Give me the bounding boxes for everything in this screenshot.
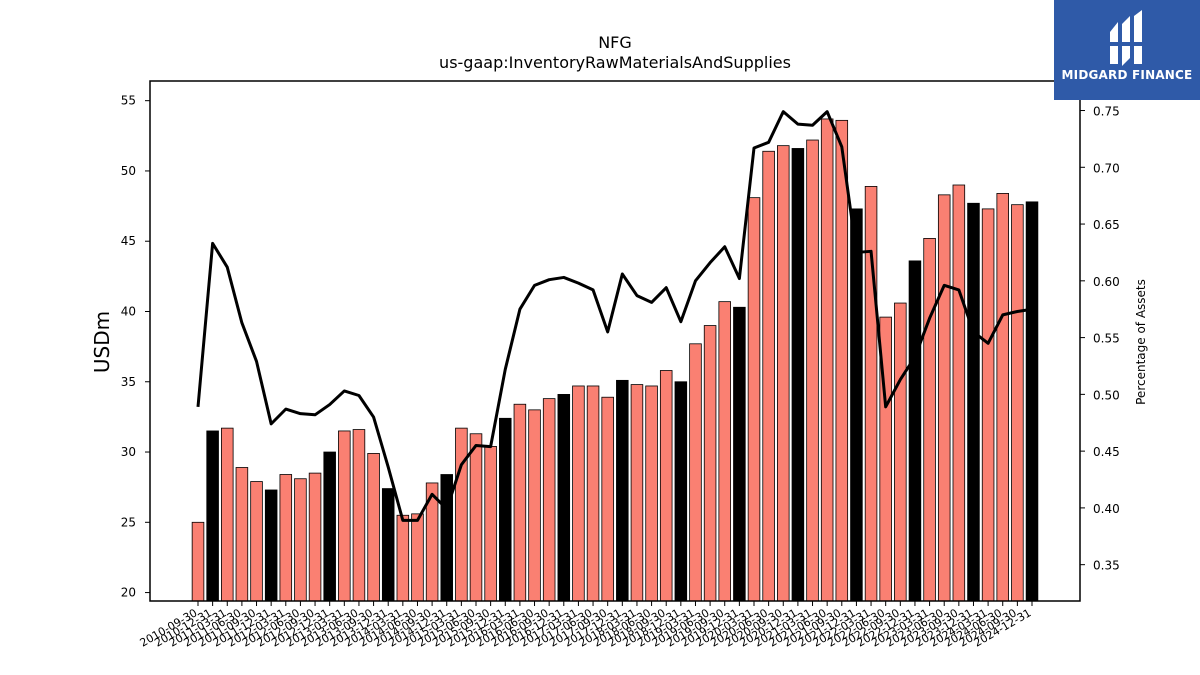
bar-2013-12-31 bbox=[381, 488, 395, 602]
bar-2019-03-31 bbox=[689, 343, 702, 602]
bar-2023-09-30 bbox=[952, 184, 966, 602]
bar-2017-06-30 bbox=[586, 385, 600, 602]
bar-2015-03-31 bbox=[455, 427, 468, 602]
bar-2019-09-30 bbox=[718, 301, 731, 602]
y2-tick-label: 0.70 bbox=[1093, 161, 1120, 175]
bar-2017-12-31 bbox=[616, 379, 629, 602]
bar-2020-06-30 bbox=[762, 150, 775, 602]
bar-2019-12-31 bbox=[733, 306, 746, 602]
bar-2011-09-30 bbox=[250, 481, 263, 602]
bar-2016-12-31 bbox=[557, 394, 571, 602]
y-tick-label: 30 bbox=[121, 445, 136, 459]
y2-tick-label: 0.65 bbox=[1093, 218, 1120, 232]
bar-2012-06-30 bbox=[294, 478, 307, 602]
y2-axis-label: Percentage of Assets bbox=[1134, 279, 1148, 405]
y-tick-label: 50 bbox=[121, 164, 136, 178]
bar-2022-09-30 bbox=[894, 302, 907, 602]
bar-2024-03-31 bbox=[981, 208, 995, 602]
bar-2024-09-30 bbox=[1011, 204, 1024, 602]
bar-series bbox=[191, 118, 1039, 602]
y-tick-label: 55 bbox=[121, 94, 136, 108]
bar-2011-03-31 bbox=[221, 427, 234, 602]
bar-2012-03-31 bbox=[279, 474, 293, 602]
bar-2020-03-31 bbox=[747, 197, 761, 602]
y2-tick-label: 0.45 bbox=[1093, 445, 1120, 459]
bar-2021-09-30 bbox=[835, 119, 849, 602]
bar-2024-12-31 bbox=[1025, 201, 1039, 602]
bar-2024-06-30 bbox=[996, 193, 1009, 602]
bar-2015-09-30 bbox=[484, 446, 497, 602]
chart-title: NFG bbox=[598, 33, 632, 52]
percentage-of-assets-line bbox=[196, 110, 1033, 522]
bar-2021-12-31 bbox=[850, 208, 863, 602]
midgard-logo-mark-icon bbox=[1108, 10, 1146, 66]
bar-2012-12-31 bbox=[323, 451, 336, 602]
bar-2016-06-30 bbox=[528, 409, 541, 602]
y-tick-label: 35 bbox=[121, 375, 136, 389]
y2-tick-label: 0.55 bbox=[1093, 332, 1120, 346]
bar-2021-03-31 bbox=[806, 139, 819, 602]
bar-2013-09-30 bbox=[367, 453, 380, 602]
y2-tick-label: 0.50 bbox=[1093, 388, 1120, 402]
bar-2014-03-31 bbox=[396, 514, 410, 602]
bar-2018-03-31 bbox=[630, 384, 644, 602]
y2-tick-label: 0.60 bbox=[1093, 275, 1120, 289]
bar-2017-03-31 bbox=[572, 385, 585, 602]
bar-2018-12-31 bbox=[674, 381, 688, 602]
bar-2020-12-31 bbox=[791, 148, 805, 602]
y-axis-label: USDm bbox=[90, 311, 114, 373]
bar-2023-03-31 bbox=[923, 238, 936, 602]
bar-2018-09-30 bbox=[659, 370, 673, 602]
bar-2021-06-30 bbox=[820, 118, 834, 602]
bar-2011-06-30 bbox=[235, 467, 249, 602]
bar-2018-06-30 bbox=[645, 385, 658, 602]
bar-2013-06-30 bbox=[352, 429, 366, 602]
y-tick-label: 25 bbox=[121, 515, 136, 529]
plot-frame bbox=[149, 80, 1081, 602]
bar-2020-09-30 bbox=[777, 145, 790, 602]
bar-2013-03-31 bbox=[338, 430, 351, 602]
bar-2019-06-30 bbox=[703, 325, 717, 602]
y-tick-label: 20 bbox=[121, 586, 136, 600]
bar-2016-03-31 bbox=[513, 403, 527, 602]
percentage-line-series bbox=[196, 110, 1033, 522]
bar-2012-09-30 bbox=[308, 472, 322, 602]
axes: 20 25 30 35 40 45 50 55 0.35 0.40 0.45 0.50 0.55 0.60… bbox=[121, 80, 1120, 650]
y2-tick-label: 0.35 bbox=[1093, 559, 1120, 573]
bar-2011-12-31 bbox=[264, 489, 278, 602]
bar-2023-06-30 bbox=[937, 194, 951, 602]
y-tick-label: 40 bbox=[121, 304, 136, 318]
y-tick-label: 45 bbox=[121, 234, 136, 248]
bar-2010-12-31 bbox=[206, 430, 219, 602]
chart-subtitle: us-gaap:InventoryRawMaterialsAndSupplies bbox=[439, 53, 791, 72]
bar-2016-09-30 bbox=[542, 398, 556, 602]
bar-2014-06-30 bbox=[411, 513, 424, 602]
bar-2022-12-31 bbox=[908, 260, 922, 602]
bar-2017-09-30 bbox=[601, 396, 614, 602]
bar-2022-03-31 bbox=[864, 186, 878, 602]
y2-tick-label: 0.75 bbox=[1093, 105, 1120, 119]
bar-2023-12-31 bbox=[967, 202, 980, 602]
midgard-finance-logo: MIDGARD FINANCE bbox=[1054, 0, 1200, 100]
y2-tick-label: 0.40 bbox=[1093, 502, 1120, 516]
logo-text: MIDGARD FINANCE bbox=[1061, 68, 1193, 82]
bar-2015-12-31 bbox=[499, 417, 512, 602]
bar-2010-09-30 bbox=[191, 521, 205, 602]
bar-2015-06-30 bbox=[469, 433, 483, 602]
